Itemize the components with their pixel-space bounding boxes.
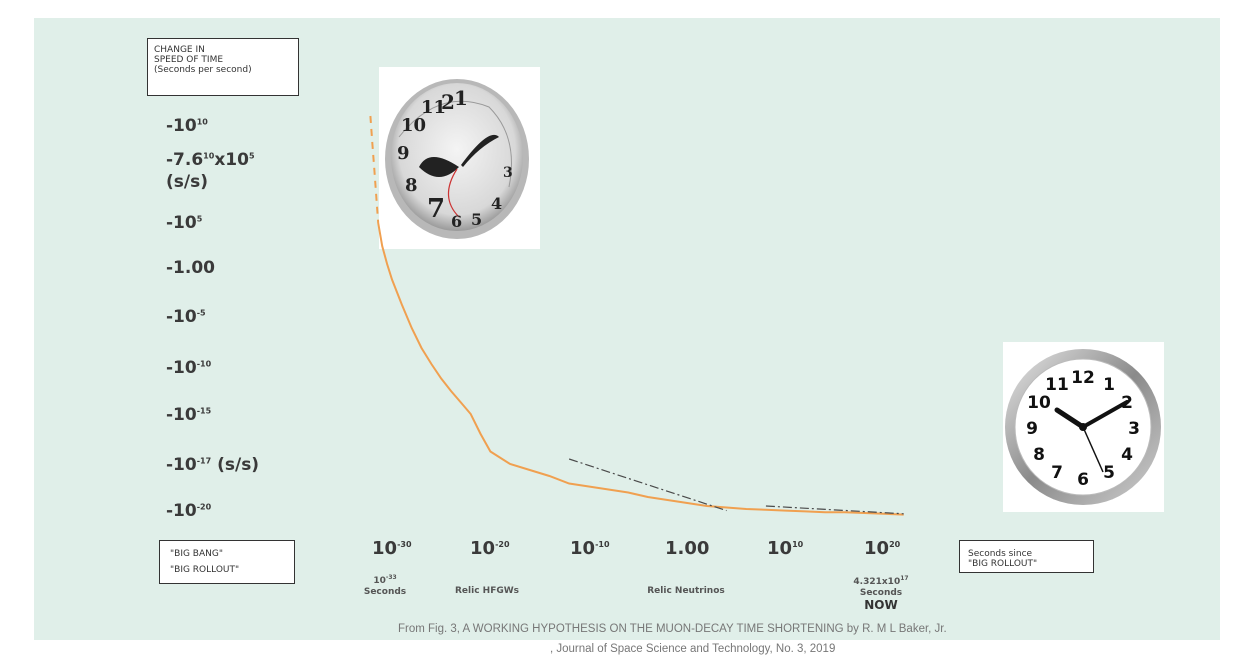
- y-tick-label: -105: [166, 213, 203, 233]
- clock-digit: 4: [491, 194, 502, 213]
- trend-line: [568, 458, 727, 512]
- x-axis-label-box: Seconds since "BIG ROLLOUT": [959, 540, 1094, 573]
- y-tick-label: -10-15: [166, 405, 212, 425]
- wall-clock-image: 12 1 2 3 4 5 6 7 8 9 10 11: [1003, 342, 1164, 512]
- figure-caption-line-2: , Journal of Space Science and Technolog…: [550, 643, 836, 655]
- clock-digit: 3: [1128, 419, 1140, 439]
- clock-digit: 11: [1045, 375, 1069, 395]
- x-annotation-now: 4.321x1017 Seconds NOW: [853, 575, 909, 612]
- clock-digit: 9: [1026, 419, 1038, 439]
- clock-digit: 11: [421, 97, 446, 118]
- x-axis-label-line-1: Seconds since: [968, 549, 1033, 559]
- x-tick-label: 10-20: [470, 538, 510, 559]
- clock-digit: 9: [397, 143, 410, 164]
- minute-hand: [1081, 400, 1129, 429]
- y-tick-label-unit: (s/s): [166, 172, 208, 192]
- chart-panel: [34, 18, 1220, 640]
- trend-line: [765, 505, 904, 515]
- x-tick-label: 1010: [767, 538, 804, 559]
- y-axis-label-line-2: SPEED OF TIME: [154, 55, 224, 65]
- y-axis-label-line-1: CHANGE IN: [154, 45, 205, 55]
- big-bang-box: "BIG BANG" "BIG ROLLOUT": [159, 540, 295, 584]
- y-tick-label: -10-5: [166, 307, 206, 327]
- melting-clock-image: 2 1 11 10 9 8 7 6 5 4 3: [379, 67, 540, 249]
- second-hand: [1082, 426, 1104, 473]
- clock-digit: 6: [451, 212, 462, 231]
- y-axis-label-box: CHANGE IN SPEED OF TIME (Seconds per sec…: [147, 38, 299, 96]
- x-tick-label: 10-30: [372, 538, 412, 559]
- x-tick-label: 1.00: [665, 538, 710, 559]
- x-axis-label-line-2: "BIG ROLLOUT": [968, 559, 1038, 569]
- clock-digit: 12: [1071, 368, 1095, 388]
- clock-digit: 10: [1027, 393, 1051, 413]
- y-tick-label: -10-20: [166, 501, 212, 521]
- clock-digit: 8: [1033, 445, 1045, 465]
- clock-digit: 5: [471, 210, 482, 229]
- big-bang-label: "BIG BANG": [170, 549, 223, 559]
- y-axis-label-line-3: (Seconds per second): [154, 65, 252, 75]
- y-tick-label: -1010: [166, 116, 208, 136]
- figure-caption-line-1: From Fig. 3, A WORKING HYPOTHESIS ON THE…: [398, 623, 947, 635]
- clock-digit: 2: [441, 90, 455, 114]
- y-tick-label: -10-17 (s/s): [166, 455, 260, 475]
- series-line: [377, 222, 904, 516]
- trend-layer: [568, 458, 904, 515]
- clock-digit: 3: [503, 165, 513, 181]
- series-layer: [369, 115, 904, 516]
- clock-digit: 1: [1103, 375, 1115, 395]
- melting-clock-icon: 2 1 11 10 9 8 7 6 5 4 3: [385, 79, 529, 239]
- clock-digit: 10: [401, 115, 426, 136]
- x-annotation-neutrinos: Relic Neutrinos: [647, 586, 725, 596]
- clock-digit: 8: [405, 175, 418, 196]
- x-tick-label: 10-10: [570, 538, 610, 559]
- y-tick-label: -1.00: [166, 258, 215, 278]
- clock-digit: 1: [454, 86, 468, 110]
- x-annotation-planck: 10-33 Seconds: [363, 574, 407, 597]
- clock-digit: 6: [1077, 470, 1089, 490]
- big-rollout-label: "BIG ROLLOUT": [170, 565, 240, 575]
- series-line-dashed-segment: [369, 115, 380, 224]
- clock-digit: 7: [427, 194, 445, 224]
- x-annotation-hfgw: Relic HFGWs: [454, 586, 520, 596]
- wall-clock-icon: 12 1 2 3 4 5 6 7 8 9 10 11: [1005, 349, 1161, 505]
- clock-digit: 7: [1051, 463, 1063, 483]
- hour-hand: [1054, 407, 1086, 430]
- y-tick-label: -10-10: [166, 358, 212, 378]
- x-tick-label: 1020: [864, 538, 901, 559]
- clock-digit: 4: [1121, 445, 1133, 465]
- y-tick-label: -7.610x105: [166, 150, 255, 170]
- clock-digit: 5: [1103, 463, 1115, 483]
